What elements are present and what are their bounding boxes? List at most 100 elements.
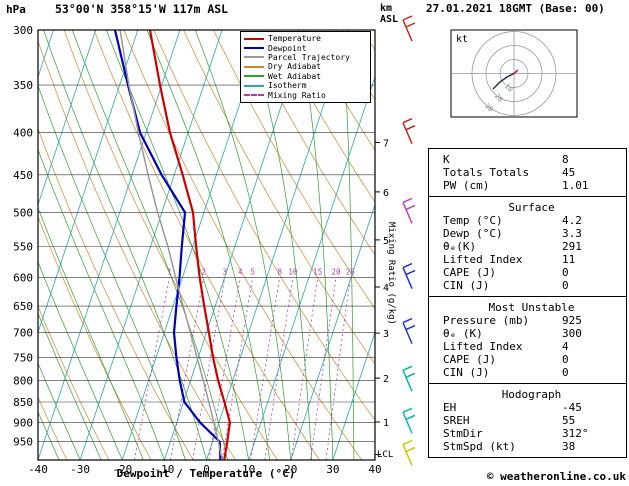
legend-swatch: [244, 47, 264, 50]
wind-barb-tick: [405, 22, 416, 28]
stats-value: 11: [562, 253, 576, 266]
legend-swatch: [244, 94, 264, 97]
pressure-tick-label: 800: [13, 374, 33, 387]
pressure-tick-label: 400: [13, 127, 33, 140]
stats-label: PW (cm): [443, 179, 490, 192]
wind-barb-staff: [402, 322, 413, 344]
legend-item-mixing-ratio: Mixing Ratio: [244, 90, 367, 100]
wind-barb-staff: [402, 122, 413, 145]
stats-section-surface: Surface Temp (°C) 4.2 Dewp (°C) 3.3 θₑ(K) 291 L…: [429, 196, 626, 296]
stats-value: 1.01: [562, 179, 589, 192]
stats-value: 4: [562, 340, 569, 353]
km-tick-label: 4: [383, 283, 389, 294]
wind-barb: [402, 15, 416, 42]
dry-adiabat-line: [38, 39, 236, 460]
stats-section-title: Most Unstable: [488, 301, 575, 314]
wind-barb-tick: [402, 197, 413, 204]
mixing-ratio-value-label: 25: [346, 268, 355, 277]
mixing-ratio-line: [208, 277, 241, 460]
stats-row: Lifted Index 4: [443, 340, 620, 353]
legend-item-parcel-trajectory: Parcel Trajectory: [244, 53, 367, 62]
wind-barb-tick: [402, 118, 413, 124]
km-tick-label: 7: [383, 138, 389, 149]
stats-row: θₑ (K) 300: [443, 327, 620, 340]
legend-swatch: [244, 75, 264, 78]
stats-value: 0: [562, 353, 569, 366]
stats-row: Pressure (mb) 925: [443, 314, 620, 327]
hodograph-ring-label: 30: [483, 102, 495, 114]
stats-value: 4.2: [562, 214, 582, 227]
wind-barb-tick: [402, 365, 413, 371]
plot-border: [37, 29, 376, 461]
stats-row: SREH 55: [443, 414, 620, 427]
temp-tick-label: -20: [112, 463, 132, 476]
legend-label: Dewpoint: [268, 43, 307, 53]
stats-label: EH: [443, 401, 457, 414]
pressure-tick-label: 450: [13, 169, 33, 182]
stats-value: 8: [562, 153, 569, 166]
wet-adiabat-line: [146, 30, 271, 460]
stats-value: 312°: [562, 427, 589, 440]
stats-section-most-unstable: Most Unstable Pressure (mb) 925 θₑ (K) 300 Li…: [429, 296, 626, 383]
stats-row: Dewp (°C) 3.3: [443, 227, 620, 240]
wind-barb-tick: [402, 439, 413, 446]
wind-barb: [402, 365, 416, 392]
wind-barb: [402, 439, 416, 466]
stats-row: PW (cm) 1.01: [443, 179, 620, 192]
stats-label: SREH: [443, 414, 470, 427]
legend-swatch: [244, 65, 264, 68]
pressure-tick-label: 600: [13, 272, 33, 285]
legend-swatch: [244, 56, 264, 59]
km-tick-label: 5: [383, 236, 389, 247]
wind-barb-staff: [402, 412, 413, 434]
isotherm-line: [332, 331, 375, 460]
wind-barb-tick: [405, 414, 416, 421]
stats-panel: K 8 Totals Totals 45 PW (cm) 1.01 Surface Temp …: [428, 148, 627, 458]
stats-label: Dewp (°C): [443, 227, 503, 240]
pressure-tick-label: 350: [13, 79, 33, 92]
stats-value: 0: [562, 266, 569, 279]
wind-barb-tick: [402, 407, 413, 414]
stats-value: 45: [562, 166, 576, 179]
wet-adiabat-line: [38, 206, 144, 460]
lcl-label: LCL: [377, 450, 393, 460]
hodograph-ring-label: 10: [503, 82, 515, 94]
wind-barb-tick: [402, 15, 413, 21]
stats-row: CIN (J) 0: [443, 279, 620, 292]
stats-value: 38: [562, 440, 576, 453]
legend-label: Temperature: [268, 34, 321, 44]
km-tick-label: 2: [383, 374, 389, 385]
pressure-tick-label: 750: [13, 351, 33, 364]
isotherm-line: [38, 30, 181, 460]
wind-barb: [402, 118, 416, 145]
copyright: © weatheronline.co.uk: [486, 470, 626, 483]
legend-item-isotherm: Isotherm: [244, 81, 367, 90]
hodograph-ring-label: 20: [493, 92, 505, 104]
stats-label: StmSpd (kt): [443, 440, 516, 453]
legend-item-dewpoint: Dewpoint: [244, 43, 367, 53]
wet-adiabat-line: [38, 312, 102, 460]
wind-barb: [402, 407, 416, 434]
wet-adiabat-line: [43, 30, 207, 460]
wind-barb-tick: [402, 262, 413, 269]
stats-label: StmDir: [443, 427, 483, 440]
legend-label: Parcel Trajectory: [268, 52, 350, 62]
stats-label: Totals Totals: [443, 166, 530, 179]
wind-barb-tick: [402, 317, 413, 324]
datetime-label: 27.01.2021 18GMT (Base: 00): [426, 2, 605, 15]
altitude-unit-km: km: [380, 3, 393, 14]
stats-section-hodograph: Hodograph EH -45 SREH 55 StmDir 312° StmSpd (kt…: [429, 383, 626, 457]
km-tick-label: 3: [383, 329, 389, 340]
mixing-ratio-value-label: 20: [331, 268, 341, 277]
pressure-tick-label: 500: [13, 206, 33, 219]
wind-barb-tick: [405, 372, 416, 378]
stats-row: EH -45: [443, 401, 620, 414]
legend-label: Mixing Ratio: [268, 90, 326, 100]
isotherm-line: [38, 30, 139, 334]
legend-item-dry-adiabat: Dry Adiabat: [244, 62, 367, 71]
station-title: 53°00'N 358°15'W 117m ASL: [55, 2, 229, 16]
stats-row: CAPE (J) 0: [443, 266, 620, 279]
mixing-ratio-value-label: 10: [288, 268, 298, 277]
stats-row: CIN (J) 0: [443, 366, 620, 379]
